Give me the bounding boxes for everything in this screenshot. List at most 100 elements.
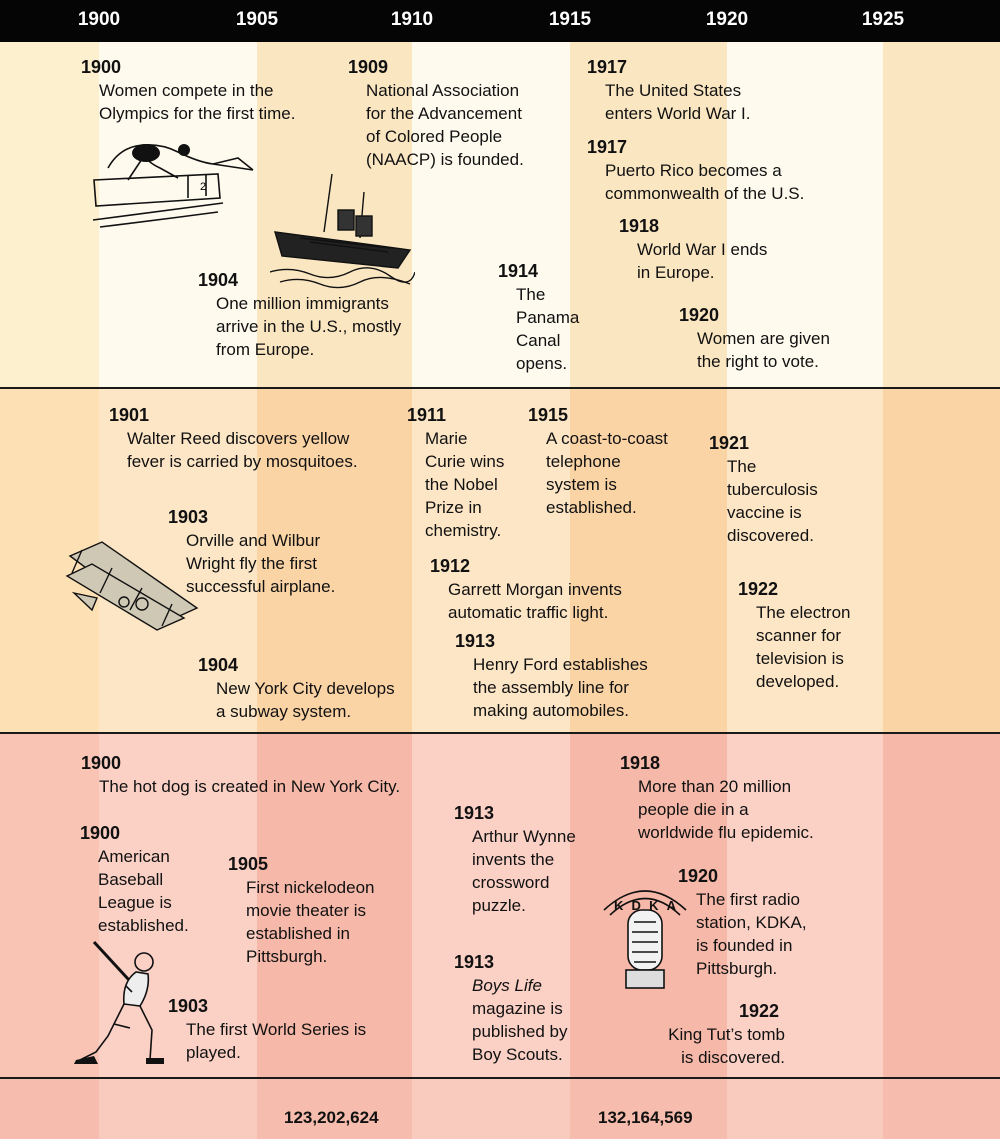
event-year: 1909 xyxy=(348,57,389,77)
event-item: 1901 Walter Reed discovers yellow fever i… xyxy=(109,404,358,473)
event-item: 1913 Boys Life magazine is published by B… xyxy=(454,951,567,1066)
event-year: 1913 xyxy=(455,631,496,651)
event-item: 1905 First nickelodeon movie theater is e… xyxy=(228,853,375,968)
event-year: 1901 xyxy=(109,405,150,425)
event-year: 1922 xyxy=(739,1001,780,1021)
event-item: 1912 Garrett Morgan invents automatic tra… xyxy=(430,555,622,624)
year-label: 1910 xyxy=(390,9,434,30)
event-year: 1917 xyxy=(587,57,628,77)
event-item: 1900 Women compete in the Olympics for th… xyxy=(81,56,295,125)
event-text: Women are given the right to vote. xyxy=(697,329,830,371)
event-item: 1903 The first World Series is played. xyxy=(168,995,366,1064)
event-year: 1900 xyxy=(81,753,122,773)
event-item: 1900 The hot dog is created in New York C… xyxy=(81,752,400,798)
event-year: 1912 xyxy=(430,556,471,576)
event-year: 1913 xyxy=(454,952,495,972)
event-year: 1900 xyxy=(81,57,122,77)
event-year: 1915 xyxy=(528,405,569,425)
event-item: 1918 More than 20 million people die in a… xyxy=(620,752,814,844)
event-text: American Baseball League is established. xyxy=(98,847,189,935)
event-item: 1909 National Association for the Advance… xyxy=(348,56,524,171)
event-item: 1920 The first radio station, KDKA, is fo… xyxy=(678,865,807,980)
band-bottom xyxy=(0,733,1000,1077)
event-year: 1921 xyxy=(709,433,750,453)
event-item: 1914 The Panama Canal opens. xyxy=(498,260,579,375)
year-label: 1905 xyxy=(235,9,279,30)
event-text: National Association for the Advancement… xyxy=(366,81,524,169)
event-item: 1904 One million immigrants arrive in the… xyxy=(198,269,401,361)
event-text-rest: magazine is published by Boy Scouts. xyxy=(472,999,568,1064)
event-text: New York City develops a subway system. xyxy=(216,679,395,721)
event-item: 1903 Orville and Wilbur Wright fly the fi… xyxy=(168,506,335,598)
event-text: Walter Reed discovers yellow fever is ca… xyxy=(127,429,358,471)
year-label: 1900 xyxy=(77,9,121,30)
event-item: 1904 New York City develops a subway syst… xyxy=(198,654,395,723)
event-year: 1922 xyxy=(738,579,779,599)
event-year: 1905 xyxy=(228,854,269,874)
band-population xyxy=(0,1078,1000,1139)
event-year: 1904 xyxy=(198,655,239,675)
band-divider xyxy=(0,387,1000,389)
year-label: 1915 xyxy=(548,9,592,30)
event-year: 1918 xyxy=(619,216,660,236)
timeline-header: 1900 1905 1910 1915 1920 1925 xyxy=(0,0,1000,42)
event-item: 1920 Women are given the right to vote. xyxy=(679,304,830,373)
event-year: 1920 xyxy=(678,866,719,886)
event-year: 1903 xyxy=(168,507,209,527)
event-text: Women compete in the Olympics for the fi… xyxy=(99,81,296,123)
event-text: The first radio station, KDKA, is founde… xyxy=(696,890,807,978)
event-text: Boys Life magazine is published by Boy S… xyxy=(454,974,567,1066)
event-year: 1900 xyxy=(80,823,121,843)
population-1910: 123,202,624 xyxy=(284,1108,379,1127)
band-divider xyxy=(0,1077,1000,1079)
event-year: 1914 xyxy=(498,261,539,281)
event-text: First nickelodeon movie theater is estab… xyxy=(246,878,375,966)
event-text: Arthur Wynne invents the crossword puzzl… xyxy=(472,827,576,915)
event-text: Garrett Morgan invents automatic traffic… xyxy=(448,580,622,622)
swimmer-illustration: 2 xyxy=(92,144,254,228)
event-text: The first World Series is played. xyxy=(186,1020,367,1062)
magazine-title: Boys Life xyxy=(472,976,542,995)
event-item: 1921 The tuberculosis vaccine is discover… xyxy=(709,432,818,547)
event-year: 1918 xyxy=(620,753,661,773)
event-text: Marie Curie wins the Nobel Prize in chem… xyxy=(425,429,505,540)
population-1920: 132,164,569 xyxy=(598,1108,693,1127)
event-text: Henry Ford establishes the assembly line… xyxy=(473,655,648,720)
ship-illustration xyxy=(270,173,415,289)
event-text: A coast-to-coast telephone system is est… xyxy=(546,429,668,517)
event-item: 1900 American Baseball League is establis… xyxy=(80,822,189,937)
event-item: 1911 Marie Curie wins the Nobel Prize in … xyxy=(407,404,504,542)
event-text: The tuberculosis vaccine is discovered. xyxy=(727,457,818,545)
radio-microphone-illustration: KDKA xyxy=(603,890,687,989)
year-label: 1925 xyxy=(861,9,905,30)
band-top xyxy=(0,42,1000,388)
event-year: 1920 xyxy=(679,305,720,325)
event-item: 1915 A coast-to-coast telephone system is… xyxy=(528,404,668,519)
event-year: 1913 xyxy=(454,803,495,823)
event-item: 1913 Henry Ford establishes the assembly … xyxy=(455,630,648,722)
event-text: The Panama Canal opens. xyxy=(516,285,580,373)
event-text: Puerto Rico becomes a commonwealth of th… xyxy=(605,161,805,203)
event-year: 1903 xyxy=(168,996,209,1016)
event-item: 1917 The United States enters World War I… xyxy=(587,56,750,125)
airplane-illustration xyxy=(65,541,199,631)
event-item: 1917 Puerto Rico becomes a commonwealth o… xyxy=(587,136,804,205)
band-divider xyxy=(0,732,1000,734)
event-text: The electron scanner for television is d… xyxy=(756,603,851,691)
event-item: 1922 King Tut’s tomb is discovered. xyxy=(655,1000,785,1069)
event-text: Orville and Wilbur Wright fly the first … xyxy=(186,531,336,596)
svg-text:2: 2 xyxy=(200,181,206,193)
event-year: 1911 xyxy=(407,405,447,425)
event-item: 1913 Arthur Wynne invents the crossword p… xyxy=(454,802,576,917)
event-year: 1917 xyxy=(587,137,628,157)
event-item: 1922 The electron scanner for television … xyxy=(738,578,851,693)
baseball-player-illustration xyxy=(74,940,164,1064)
event-text: More than 20 million people die in a wor… xyxy=(638,777,814,842)
event-text: The United States enters World War I. xyxy=(605,81,751,123)
event-text: King Tut’s tomb is discovered. xyxy=(668,1025,785,1067)
event-text: World War I ends in Europe. xyxy=(637,240,768,282)
event-text: One million immigrants arrive in the U.S… xyxy=(216,294,402,359)
event-item: 1918 World War I ends in Europe. xyxy=(619,215,767,284)
event-year: 1904 xyxy=(198,270,239,290)
year-label: 1920 xyxy=(705,9,749,30)
